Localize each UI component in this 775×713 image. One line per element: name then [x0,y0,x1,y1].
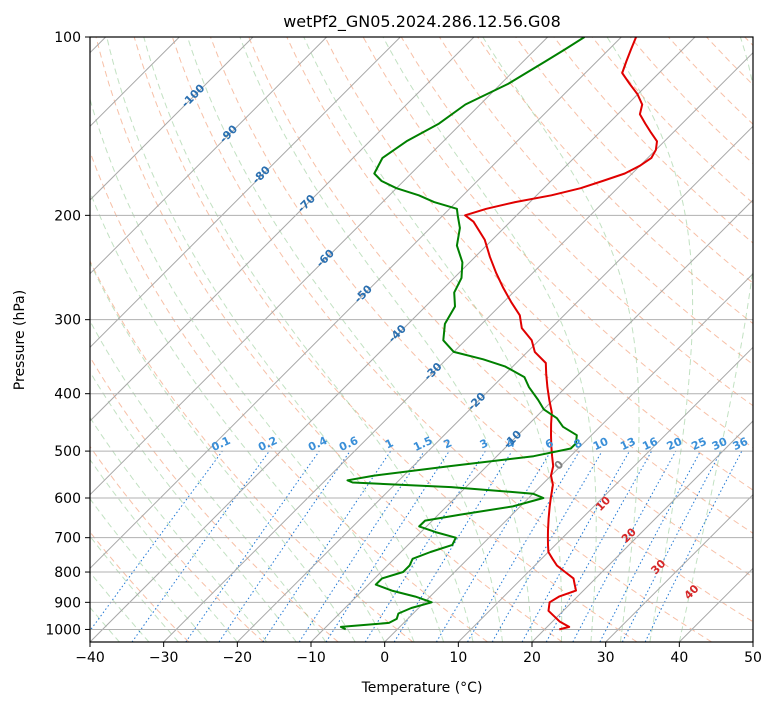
x-tick-label: −40 [75,650,105,666]
x-axis-label: Temperature (°C) [361,680,483,696]
y-axis-label: Pressure (hPa) [12,290,28,390]
x-tick-label: −20 [223,650,253,666]
x-tick-label: 30 [597,650,615,666]
x-tick-label: 10 [449,650,467,666]
plot-background [90,37,753,642]
x-axis: −40 −30 −20 −10 0 10 20 30 40 50 [75,642,762,666]
isotherm-line [753,37,775,642]
y-tick-label: 900 [54,595,81,611]
y-tick-label: 100 [54,30,81,46]
x-tick-label: 20 [523,650,541,666]
y-tick-label: 500 [54,444,81,460]
y-tick-label: 200 [54,208,81,224]
y-tick-label: 400 [54,387,81,403]
x-tick-label: 50 [744,650,762,666]
x-tick-label: 0 [380,650,389,666]
x-tick-label: −30 [149,650,179,666]
y-tick-label: 1000 [45,622,81,638]
chart-title: wetPf2_GN05.2024.286.12.56.G08 [283,12,561,32]
x-tick-label: −10 [296,650,326,666]
y-tick-label: 300 [54,313,81,329]
y-tick-label: 600 [54,491,81,507]
y-tick-label: 800 [54,565,81,581]
y-tick-label: 700 [54,531,81,547]
x-tick-label: 40 [670,650,688,666]
y-axis: 1000 900 800 700 600 500 400 300 200 100 [45,30,90,638]
